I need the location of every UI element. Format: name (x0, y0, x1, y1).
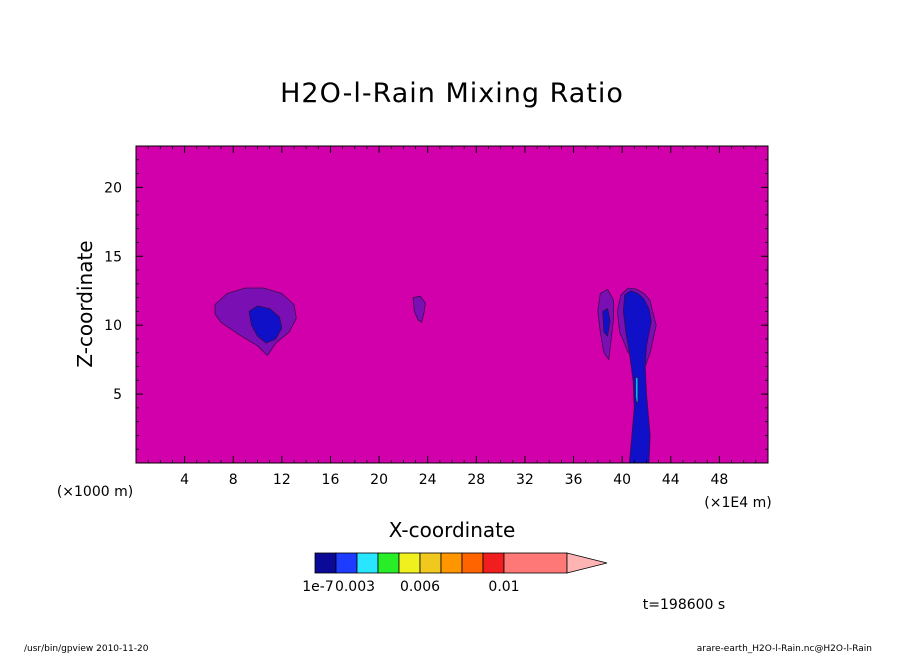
colorbar-swatch (356, 552, 379, 574)
footer-right: arare-earth_H2O-l-Rain.nc@H2O-l-Rain (697, 644, 872, 654)
x-tick-label: 32 (516, 472, 534, 488)
colorbar-swatch (377, 552, 400, 574)
colorbar-label: 0.003 (335, 579, 375, 595)
chart-title: H2O-l-Rain Mixing Ratio (280, 78, 624, 109)
contour-region-inner (248, 305, 283, 344)
colorbar-labels: 1e-7 0.003 0.006 0.01 (302, 579, 519, 595)
footer-left: /usr/bin/gpview 2010-11-20 (24, 644, 149, 654)
contour-region-inner (602, 308, 611, 337)
x-tick-label: 12 (273, 472, 291, 488)
contour-layer (214, 287, 657, 463)
x-tick-label: 44 (662, 472, 680, 488)
colorbar-swatch (440, 552, 463, 574)
x-unit-left: (×1000 m) (57, 484, 133, 500)
colorbar (314, 552, 608, 574)
x-tick-label: 28 (467, 472, 485, 488)
x-tick-label: 40 (613, 472, 631, 488)
x-tick-label: 4 (180, 472, 189, 488)
y-axis-ticks: 5 10 15 20 (104, 159, 768, 450)
time-label: t=198600 s (643, 597, 725, 613)
colorbar-swatch (503, 552, 568, 574)
x-unit-right: (×1E4 m) (704, 495, 771, 511)
x-axis-ticks: 4 8 12 16 20 24 28 32 36 40 44 48 (147, 146, 757, 488)
colorbar-label: 0.006 (400, 579, 440, 595)
contour-region-inner (623, 290, 652, 463)
y-tick-label: 10 (104, 318, 122, 334)
x-tick-label: 20 (370, 472, 388, 488)
x-tick-label: 16 (322, 472, 340, 488)
colorbar-swatch (398, 552, 421, 574)
colorbar-extend-arrow (566, 552, 608, 574)
y-tick-label: 15 (104, 249, 122, 265)
x-tick-label: 8 (229, 472, 238, 488)
colorbar-swatch (335, 552, 358, 574)
contour-region-outer (412, 295, 426, 323)
colorbar-label: 0.01 (488, 579, 519, 595)
y-tick-label: 5 (113, 387, 122, 403)
y-tick-label: 20 (104, 180, 122, 196)
colorbar-swatch (482, 552, 505, 574)
x-axis-label: X-coordinate (389, 518, 516, 542)
x-tick-label: 24 (419, 472, 437, 488)
x-tick-label: 36 (565, 472, 583, 488)
x-tick-label: 48 (710, 472, 728, 488)
colorbar-swatch (461, 552, 484, 574)
colorbar-label: 1e-7 (302, 579, 333, 595)
colorbar-swatch (314, 552, 337, 574)
colorbar-swatch (419, 552, 442, 574)
y-axis-label: Z-coordinate (73, 240, 97, 367)
contour-region-core (635, 377, 639, 405)
